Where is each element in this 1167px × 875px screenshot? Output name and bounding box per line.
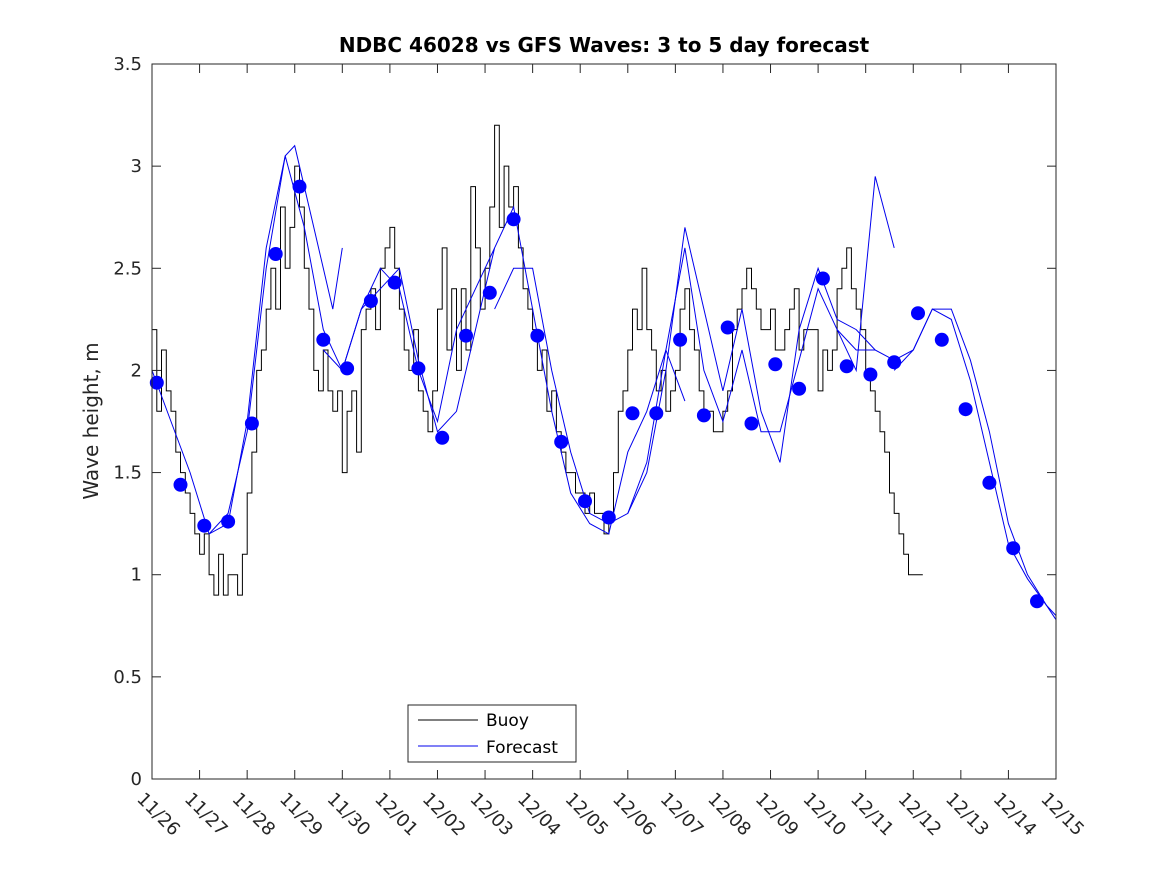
forecast-point [482, 285, 497, 300]
y-axis-label: Wave height, m [79, 342, 103, 499]
forecast-point [815, 271, 830, 286]
forecast-point [911, 306, 925, 321]
axes-box [151, 63, 1057, 780]
forecast-point [578, 494, 592, 509]
forecast-point [340, 361, 355, 376]
forecast-run-line-4 [494, 227, 876, 525]
forecast-point [792, 381, 807, 396]
y-tick-label: 1 [131, 565, 142, 586]
forecast-point [363, 294, 378, 308]
buoy-series-line [152, 124, 923, 596]
y-tick-label: 3 [131, 156, 142, 177]
forecast-point [435, 430, 450, 445]
forecast-point [696, 408, 711, 423]
forecast-point [649, 406, 664, 421]
forecast-run-line-7 [893, 308, 1057, 616]
forecast-point [149, 375, 164, 390]
legend-box [407, 704, 577, 763]
y-tick-label: 1.5 [113, 463, 142, 484]
forecast-point [887, 355, 902, 370]
forecast-point [601, 510, 616, 525]
forecast-point [316, 332, 331, 347]
y-tick-label: 0 [131, 769, 142, 790]
legend-forecast-label: Forecast [486, 738, 558, 758]
forecast-point [268, 247, 283, 261]
forecast-point [530, 328, 545, 343]
forecast-run-line-5 [627, 176, 895, 514]
forecast-point [625, 406, 640, 421]
forecast-point [863, 367, 878, 382]
legend-buoy-label: Buoy [486, 711, 529, 731]
forecast-point [982, 475, 997, 490]
forecast-run-line-3 [322, 205, 686, 535]
forecast-run-line-6 [836, 308, 1057, 620]
plot-area [152, 64, 1056, 779]
forecast-point [720, 320, 735, 335]
forecast-point [173, 477, 188, 492]
forecast-run-line-1 [151, 144, 343, 535]
y-tick-label: 3.5 [113, 54, 142, 75]
chart-title: NDBC 46028 vs GFS Waves: 3 to 5 day fore… [339, 33, 870, 57]
forecast-point [839, 359, 854, 374]
forecast-point [554, 434, 569, 449]
forecast-point [459, 328, 473, 343]
forecast-point [387, 275, 402, 290]
y-tick-label: 2.5 [113, 258, 142, 279]
forecast-point [744, 416, 759, 431]
y-tick-label: 2 [131, 360, 142, 381]
forecast-point [197, 518, 212, 533]
y-tick-label: 0.5 [113, 667, 142, 688]
forecast-point [673, 332, 688, 347]
forecast-point [411, 361, 426, 376]
forecast-point [221, 514, 236, 529]
legend: Buoy Forecast [407, 704, 577, 763]
forecast-point [768, 357, 783, 372]
forecast-point [1006, 541, 1021, 556]
forecast-point [244, 416, 259, 431]
forecast-point [958, 402, 973, 417]
series-layer [149, 124, 1057, 620]
forecast-point [1030, 594, 1044, 609]
forecast-point [934, 332, 949, 347]
forecast-point [506, 212, 521, 227]
forecast-point [292, 179, 307, 194]
